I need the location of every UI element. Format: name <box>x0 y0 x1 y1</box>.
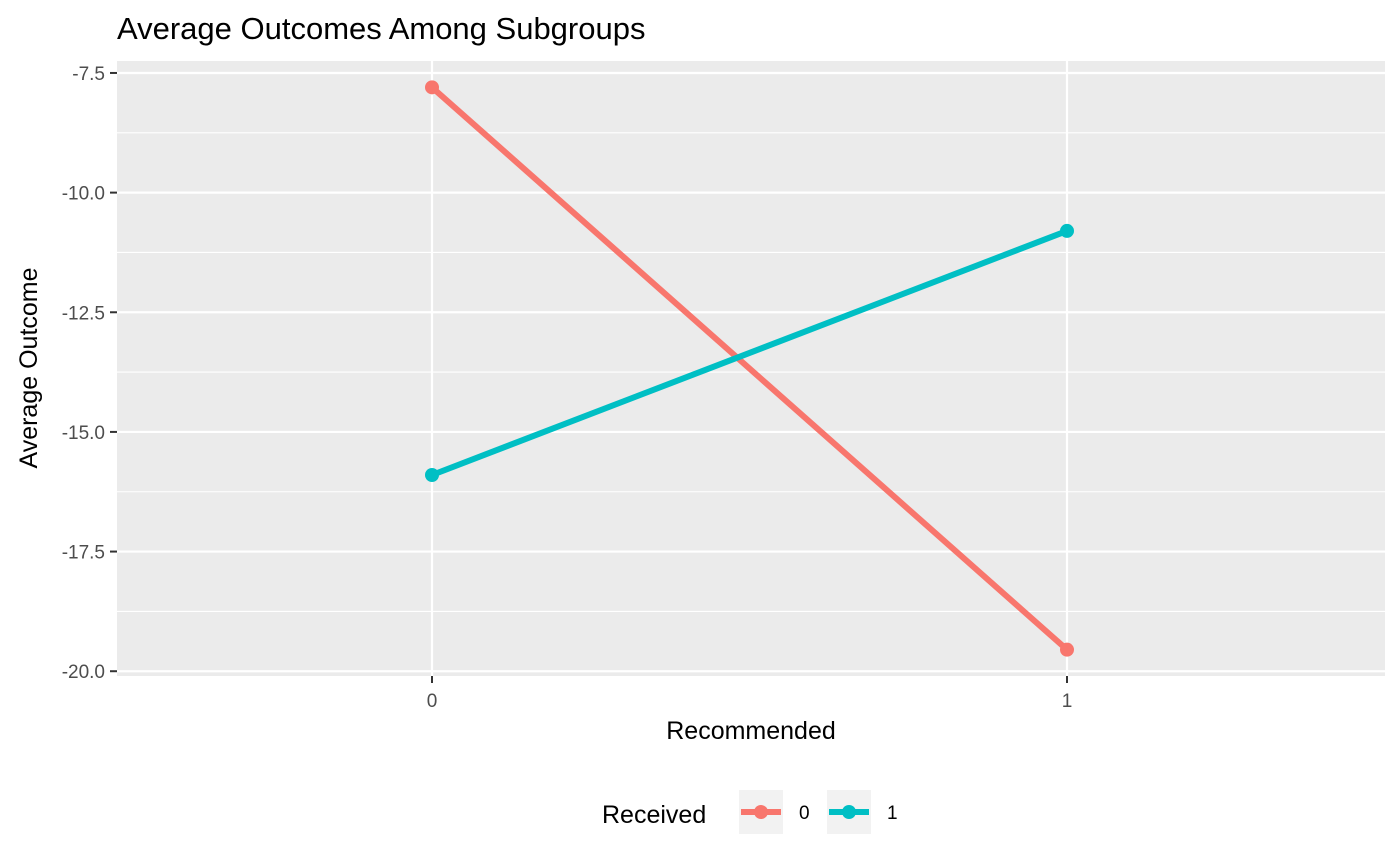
data-point-1 <box>1060 223 1074 238</box>
series-line-0 <box>430 85 1069 652</box>
y-tick-label: -12.5 <box>62 303 105 324</box>
legend-key-point-1 <box>842 805 856 819</box>
y-axis: -7.5 -10.0 -12.5 -15.0 -17.5 -20.0 <box>62 64 117 683</box>
y-tick-label: -15.0 <box>62 423 105 444</box>
legend: Received 0 1 <box>602 790 898 834</box>
legend-label-0: 0 <box>799 803 810 824</box>
series-points <box>425 80 1074 657</box>
data-point-1 <box>425 467 439 482</box>
y-axis-title: Average Outcome <box>15 267 43 468</box>
x-tick-label: 0 <box>427 691 438 712</box>
y-tick-label: -10.0 <box>62 184 105 205</box>
data-point-0 <box>425 80 439 95</box>
legend-label-1: 1 <box>887 803 898 824</box>
y-tick-label: -20.0 <box>62 662 105 683</box>
data-point-0 <box>1060 642 1074 657</box>
y-tick-label: -17.5 <box>62 543 105 564</box>
legend-title: Received <box>602 801 706 829</box>
major-gridlines <box>117 61 1385 676</box>
series-line-1 <box>430 228 1069 478</box>
series-lines <box>430 85 1069 652</box>
legend-key-point-0 <box>754 805 768 819</box>
chart-title: Average Outcomes Among Subgroups <box>117 11 645 46</box>
x-axis-title: Recommended <box>666 717 836 745</box>
x-tick-label: 1 <box>1062 691 1073 712</box>
y-tick-label: -7.5 <box>72 64 105 85</box>
